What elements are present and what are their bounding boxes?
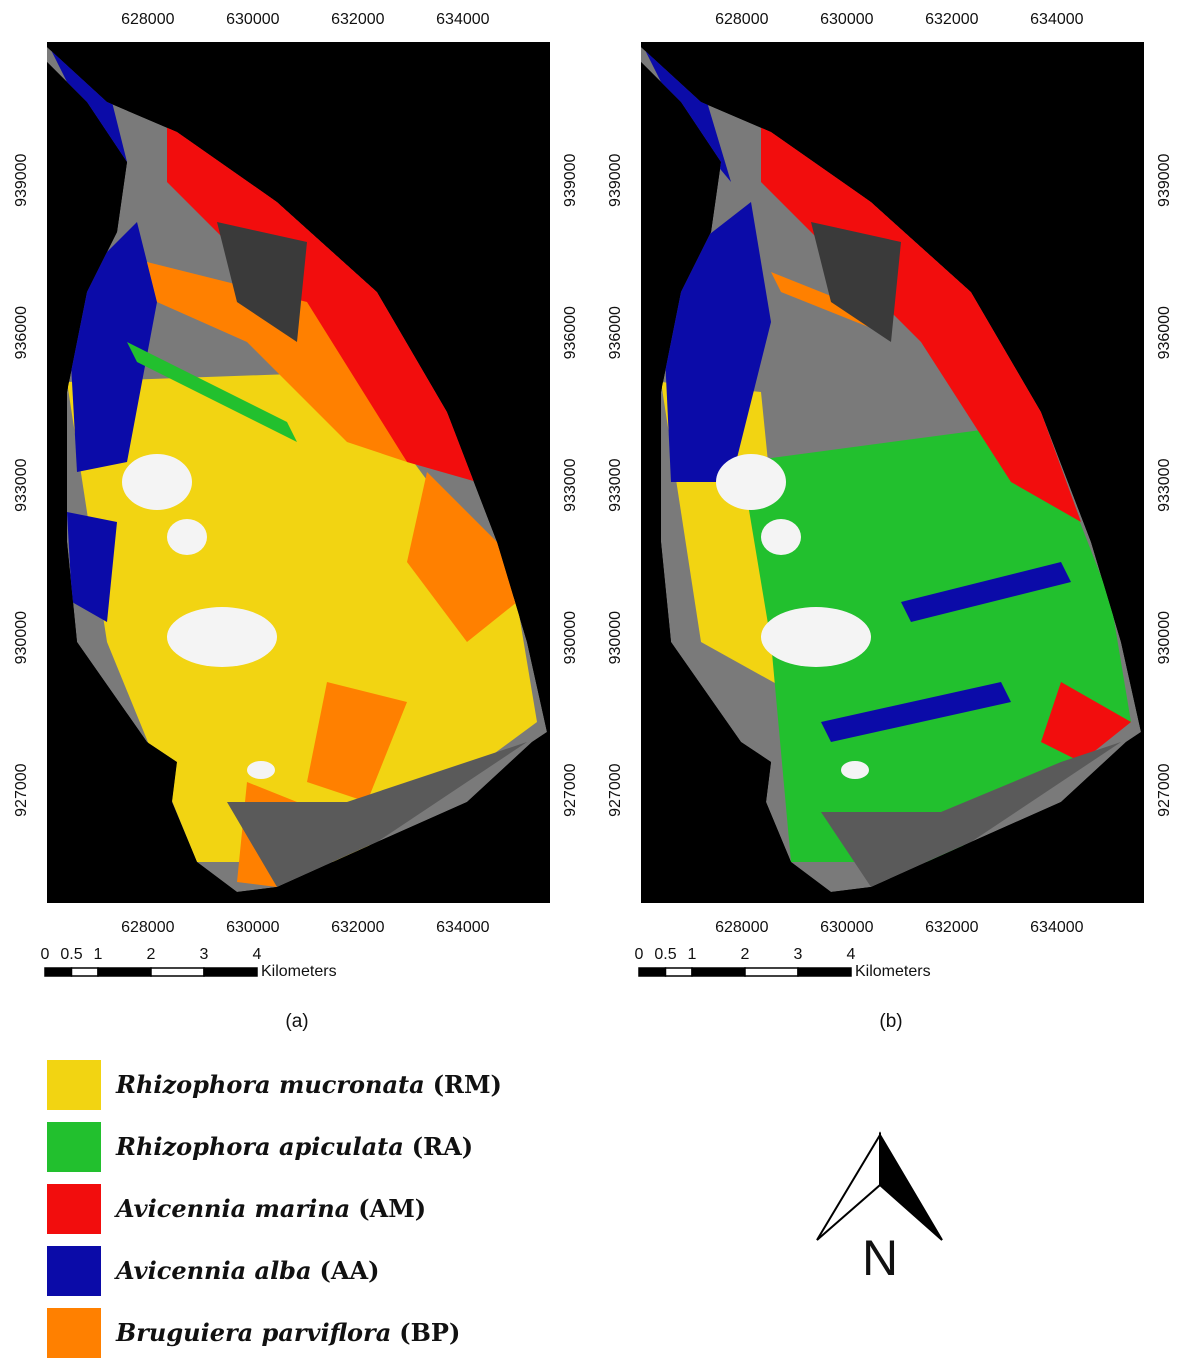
y-tick-label-right: 936000 [562,306,579,359]
y-tick-label-left: 927000 [13,763,30,816]
panel-label: (a) [285,1011,308,1032]
legend-swatch [47,1122,101,1172]
x-tick-label-bottom: 634000 [436,919,489,936]
scale-label: 0 [41,946,50,963]
x-tick-label-top: 630000 [226,11,279,28]
y-tick-label-right: 939000 [562,153,579,206]
scale-segment [204,968,257,976]
legend-species: Bruguiera parviflora [115,1318,391,1347]
y-tick-label-right: 930000 [1156,611,1173,664]
y-tick-label-right: 927000 [562,763,579,816]
legend: Rhizophora mucronata (RM) Rhizophora apicu… [47,1060,502,1358]
y-tick-label-right: 927000 [1156,763,1173,816]
x-tick-label-top: 628000 [715,11,768,28]
scale-segment [151,968,204,976]
y-tick-label-left: 930000 [607,611,624,664]
scale-unit: Kilometers [855,963,931,980]
x-tick-label-top: 628000 [121,11,174,28]
scale-unit: Kilometers [261,963,337,980]
scale-segment [745,968,798,976]
scale-label: 1 [688,946,697,963]
legend-code: (AM) [358,1194,426,1223]
cloud [167,519,207,555]
y-tick-label-right: 933000 [1156,458,1173,511]
north-label: N [862,1230,898,1286]
y-tick-label-right: 930000 [562,611,579,664]
y-tick-label-right: 936000 [1156,306,1173,359]
scale-segment [98,968,151,976]
legend-swatch [47,1060,101,1110]
x-tick-label-top: 630000 [820,11,873,28]
scale-segment [639,968,666,976]
x-tick-label-bottom: 632000 [331,919,384,936]
x-tick-label-top: 632000 [331,11,384,28]
scale-label: 1 [94,946,103,963]
scale-label: 2 [147,946,156,963]
legend-species: Rhizophora mucronata [115,1070,425,1099]
x-tick-label-top: 634000 [436,11,489,28]
legend-label: Avicennia alba (AA) [114,1256,379,1285]
cloud [167,607,277,667]
scale-label: 0 [635,946,644,963]
legend-code: (AA) [320,1256,380,1285]
y-tick-label-left: 936000 [13,306,30,359]
x-tick-label-bottom: 634000 [1030,919,1083,936]
north-arrow: N [817,1135,942,1286]
scale-label: 3 [794,946,803,963]
legend-swatch [47,1308,101,1358]
legend-species: Avicennia marina [114,1194,350,1223]
arrow-right [880,1135,942,1240]
map-panel: 628000 628000 630000 630000 632000 632000 6340… [13,11,579,1032]
scale-segment [45,968,72,976]
legend-code: (RA) [412,1132,473,1161]
scale-label: 4 [253,946,262,963]
figure: 628000 628000 630000 630000 632000 632000 6340… [0,0,1178,1359]
map-panel: 628000 628000 630000 630000 632000 632000 6340… [607,11,1173,1032]
y-tick-label-left: 927000 [607,763,624,816]
x-tick-label-bottom: 628000 [715,919,768,936]
x-tick-label-bottom: 628000 [121,919,174,936]
cloud [247,761,275,779]
scale-segment [72,968,99,976]
x-tick-label-bottom: 630000 [820,919,873,936]
legend-species: Avicennia alba [114,1256,312,1285]
cloud [716,454,786,510]
arrow-left [817,1135,880,1240]
y-tick-label-left: 933000 [607,458,624,511]
legend-code: (RM) [433,1070,502,1099]
y-tick-label-left: 939000 [13,153,30,206]
x-tick-label-top: 634000 [1030,11,1083,28]
legend-code: (BP) [399,1318,460,1347]
scale-label: 0.5 [60,946,82,963]
legend-label: Rhizophora apiculata (RA) [115,1132,473,1161]
x-tick-label-top: 632000 [925,11,978,28]
cloud [761,607,871,667]
legend-label: Avicennia marina (AM) [114,1194,426,1223]
scale-segment [692,968,745,976]
y-tick-label-left: 930000 [13,611,30,664]
y-tick-label-right: 933000 [562,458,579,511]
legend-species: Rhizophora apiculata [115,1132,404,1161]
x-tick-label-bottom: 630000 [226,919,279,936]
cloud [122,454,192,510]
x-tick-label-bottom: 632000 [925,919,978,936]
panel-label: (b) [879,1011,902,1032]
legend-swatch [47,1246,101,1296]
cloud [761,519,801,555]
scale-label: 0.5 [654,946,676,963]
y-tick-label-left: 933000 [13,458,30,511]
scale-label: 4 [847,946,856,963]
scale-segment [666,968,693,976]
scale-label: 2 [741,946,750,963]
y-tick-label-left: 936000 [607,306,624,359]
scale-segment [798,968,851,976]
scale-label: 3 [200,946,209,963]
legend-label: Bruguiera parviflora (BP) [115,1318,460,1347]
maps: 628000 628000 630000 630000 632000 632000 6340… [13,11,1173,1032]
legend-swatch [47,1184,101,1234]
y-tick-label-left: 939000 [607,153,624,206]
cloud [841,761,869,779]
y-tick-label-right: 939000 [1156,153,1173,206]
legend-label: Rhizophora mucronata (RM) [115,1070,502,1099]
